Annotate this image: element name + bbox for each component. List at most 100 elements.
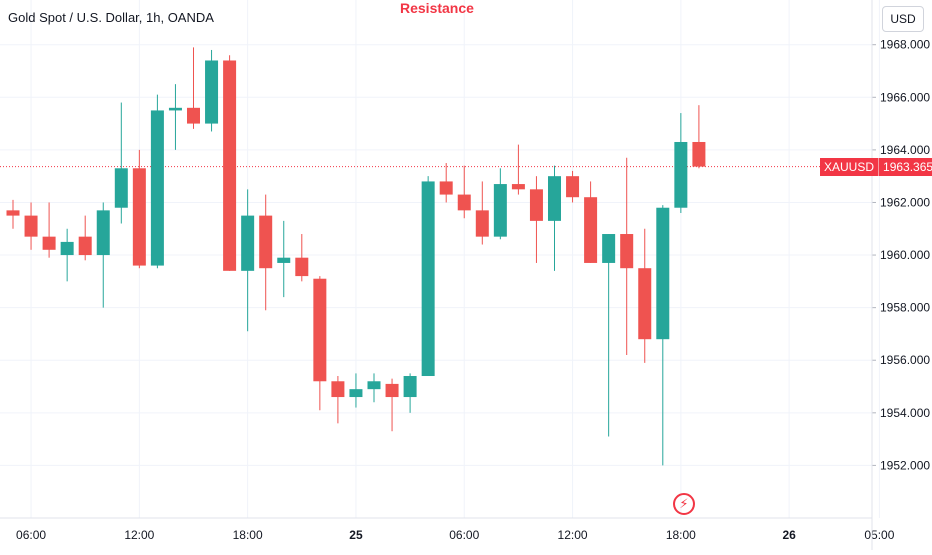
candle <box>6 199 20 229</box>
symbol-label: XAUUSD <box>820 157 880 176</box>
candle <box>78 215 92 261</box>
candle-body <box>96 210 110 256</box>
candle <box>584 181 598 263</box>
y-tick-label: 1958.000 <box>880 301 930 315</box>
last-price-tag: XAUUSD 1963.365 <box>820 157 932 176</box>
candle-body <box>602 234 616 263</box>
x-tick-label: 18:00 <box>666 528 696 542</box>
candle-body <box>78 236 92 256</box>
candle-body <box>475 210 489 237</box>
candle <box>187 47 200 129</box>
candle-body <box>331 381 345 398</box>
candle-body <box>638 268 652 340</box>
candle <box>96 202 110 308</box>
candle-body <box>403 376 417 398</box>
candle-body <box>295 257 309 277</box>
candle <box>493 168 507 240</box>
candle <box>223 55 237 271</box>
x-tick-label: 12:00 <box>124 528 154 542</box>
grid <box>0 0 880 518</box>
candle-body <box>205 60 219 124</box>
candle-body <box>620 234 634 269</box>
candle <box>656 205 670 466</box>
candle-body <box>241 215 255 271</box>
candle <box>277 220 291 298</box>
candle-body <box>421 181 435 377</box>
candle-body <box>187 107 200 124</box>
candle <box>168 84 182 150</box>
candle-body <box>42 236 56 250</box>
candle <box>367 373 381 403</box>
candle <box>331 376 345 424</box>
candle-body <box>277 257 291 263</box>
candle <box>692 105 706 169</box>
candle-body <box>584 197 598 263</box>
x-tick-label: 26 <box>782 528 796 542</box>
y-tick-label: 1968.000 <box>880 38 930 52</box>
currency-button[interactable]: USD <box>882 6 924 32</box>
x-tick-label: 12:00 <box>558 528 588 542</box>
y-tick-label: 1956.000 <box>880 353 930 367</box>
candle <box>403 373 417 413</box>
candle <box>566 170 580 203</box>
candle <box>24 202 38 250</box>
candle-body <box>259 215 273 269</box>
candle <box>421 176 435 377</box>
candle-body <box>385 383 399 398</box>
candle <box>439 163 453 203</box>
candle <box>60 228 74 282</box>
y-tick-label: 1962.000 <box>880 195 930 209</box>
candle-body <box>439 181 453 195</box>
candle <box>205 49 219 132</box>
candle-body <box>349 389 363 398</box>
candle-body <box>656 207 670 340</box>
candle <box>259 194 273 311</box>
candle-body <box>60 241 74 256</box>
y-tick-label: 1960.000 <box>880 248 930 262</box>
candle-body <box>6 210 20 216</box>
x-tick-label: 18:00 <box>233 528 263 542</box>
candle <box>295 234 309 282</box>
candle <box>674 113 688 213</box>
candle-body <box>529 189 543 221</box>
last-price-value: 1963.365 <box>879 157 932 176</box>
candle <box>475 181 489 245</box>
candle-body <box>511 184 525 190</box>
y-tick-label: 1954.000 <box>880 406 930 420</box>
y-tick-label: 1966.000 <box>880 90 930 104</box>
candle <box>114 102 128 224</box>
candle-body <box>566 176 580 198</box>
candle <box>150 94 164 269</box>
candle <box>349 373 363 408</box>
candle <box>511 144 525 195</box>
resistance-label: Resistance <box>400 0 474 16</box>
candle-body <box>132 168 146 266</box>
candle <box>602 234 616 437</box>
candle <box>132 149 146 269</box>
candle <box>313 276 327 411</box>
candle <box>638 228 652 363</box>
candle-body <box>367 381 381 390</box>
candle <box>529 176 543 263</box>
candle-body <box>150 110 164 266</box>
candle-body <box>114 168 128 208</box>
candle <box>620 157 634 355</box>
candle <box>241 189 255 332</box>
x-tick-label: 06:00 <box>16 528 46 542</box>
candle-body <box>313 278 327 382</box>
candle <box>42 202 56 258</box>
candles <box>6 47 706 466</box>
candle-body <box>692 141 706 167</box>
candle-body <box>493 184 507 237</box>
y-tick-label: 1952.000 <box>880 458 930 472</box>
candle-body <box>457 194 471 211</box>
x-tick-label: 05:00 <box>864 528 894 542</box>
candle-body <box>168 107 182 111</box>
chart-title: Gold Spot / U.S. Dollar, 1h, OANDA <box>8 10 214 25</box>
x-tick-label: 06:00 <box>449 528 479 542</box>
candle-body <box>223 60 237 271</box>
lightning-bolt-icon[interactable]: ⚡ <box>673 493 695 515</box>
